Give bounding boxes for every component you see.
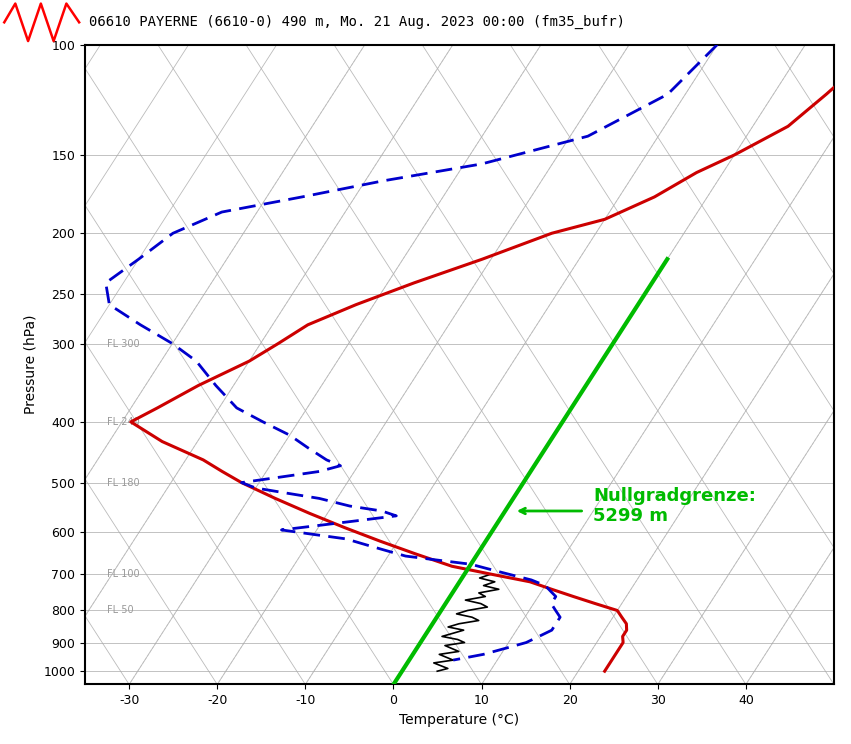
Text: FL 50: FL 50 — [107, 606, 134, 615]
Text: FL 300: FL 300 — [107, 339, 140, 349]
Text: FL 240: FL 240 — [107, 417, 140, 427]
Text: FL 180: FL 180 — [107, 478, 140, 487]
Text: Nullgradgrenze:
5299 m: Nullgradgrenze: 5299 m — [593, 487, 757, 525]
X-axis label: Temperature (°C): Temperature (°C) — [399, 713, 520, 727]
Text: 06610 PAYERNE (6610-0) 490 m, Mo. 21 Aug. 2023 00:00 (fm35_bufr): 06610 PAYERNE (6610-0) 490 m, Mo. 21 Aug… — [89, 15, 625, 30]
Text: FL 100: FL 100 — [107, 569, 140, 579]
Y-axis label: Pressure (hPa): Pressure (hPa) — [24, 315, 38, 414]
